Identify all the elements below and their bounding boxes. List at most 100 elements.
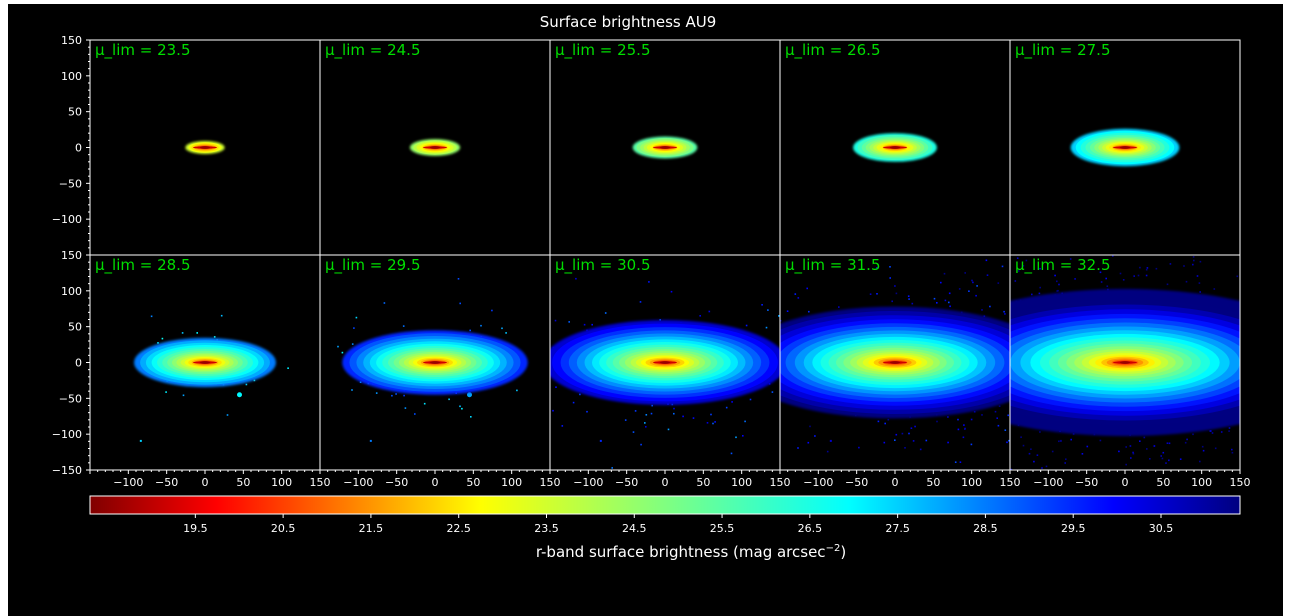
halo-dot [1201,445,1204,448]
satellite-dot [829,439,832,442]
halo-dot [650,412,653,415]
halo-dot [1234,548,1236,550]
x-tick-label: 150 [1230,476,1251,489]
halo-dot [1249,338,1251,340]
halo-dot [708,310,711,313]
halo-dot [1143,436,1146,439]
galaxy-image [1010,255,1282,550]
halo-dot [1006,441,1008,444]
x-tick-label: −50 [845,476,868,489]
halo-dot [351,343,354,345]
halo-dot [963,424,965,426]
halo-dot [794,293,797,295]
figure: Surface brightness AU9 μ_lim = 23.5 μ_lim… [8,4,1283,616]
halo-dot [491,309,493,312]
halo-dot [1099,271,1102,274]
halo-dot [1199,291,1201,293]
halo-dot [1248,462,1250,464]
colorbar-tick-label: 22.5 [446,522,471,535]
halo-dot [895,433,898,436]
halo-dot [1133,275,1135,277]
halo-dot [1265,335,1267,337]
halo-dot [1030,448,1032,450]
halo-dot [908,432,910,435]
y-tick-label: 100 [61,285,82,298]
halo-dot [1279,346,1281,348]
halo-dot [889,277,891,279]
halo-dot [1016,257,1019,259]
halo-dot [459,302,461,305]
halo-dot [1185,280,1188,283]
halo-dot [1072,433,1075,435]
halo-dot [150,315,153,318]
halo-dot [1153,445,1156,447]
halo-dot [1220,431,1223,433]
halo-dot [341,351,344,354]
x-tick-label: 50 [236,476,250,489]
halo-dot [1280,407,1282,409]
y-tick-label: 150 [61,249,82,262]
halo-dot [1036,454,1039,456]
halo-dot [572,401,575,404]
halo-dot [1007,414,1009,417]
x-tick-label: 50 [926,476,940,489]
halo-dot [1244,273,1246,275]
halo-dot [561,425,564,427]
halo-dot [1269,370,1271,372]
galaxy-image [853,133,937,162]
halo-dot [742,435,744,437]
panel-label: μ_lim = 29.5 [325,256,421,275]
halo-dot [554,319,557,322]
halo-dot [936,420,938,423]
halo-dot [359,381,362,383]
halo-dot [958,288,961,290]
satellite-dot [369,439,372,442]
halo-dot [624,419,627,421]
halo-dot [940,281,942,284]
halo-dot [1010,468,1013,470]
halo-dot [1106,285,1109,287]
panel-label: μ_lim = 27.5 [1015,41,1111,60]
halo-dot [731,401,733,403]
halo-dot [919,448,922,451]
halo-dot [1245,329,1247,331]
panel-5: μ_lim = 27.5 [1009,39,1241,256]
halo-dot [1236,275,1239,278]
halo-dot [1228,430,1230,432]
halo-dot [1100,281,1103,283]
halo-dot [611,467,613,469]
halo-dot [730,452,733,455]
panel-label: μ_lim = 24.5 [325,41,421,60]
x-tick-label: −100 [803,476,833,489]
halo-dot [1039,286,1041,289]
halo-dot [1264,348,1266,350]
halo-dot [914,425,916,428]
galaxy-image [185,141,225,154]
halo-dot [786,310,789,312]
x-tick-label: −100 [573,476,603,489]
halo-dot [1267,392,1269,394]
halo-dot [970,418,973,421]
halo-dot [1149,458,1151,460]
halo-dot [797,447,799,449]
halo-dot [1119,272,1122,275]
panel-2: μ_lim = 24.5 [319,39,551,256]
halo-dot [826,450,829,453]
halo-dot [894,285,896,287]
halo-dot [1099,439,1102,442]
halo-dot [469,329,471,332]
halo-dot [1132,452,1135,455]
core [430,361,440,364]
halo-dot [970,493,972,495]
x-tick-label: −50 [155,476,178,489]
halo-dot [710,413,712,416]
panel-9: μ_lim = 31.5 [779,254,1011,495]
halo-dot [196,332,198,334]
halo-dot [423,402,426,405]
halo-dot [391,394,393,397]
halo-dot [989,305,991,308]
halo-dot [1125,446,1127,448]
halo-dot [1168,459,1170,462]
halo-dot [1129,445,1132,447]
halo-dot [1014,280,1017,282]
